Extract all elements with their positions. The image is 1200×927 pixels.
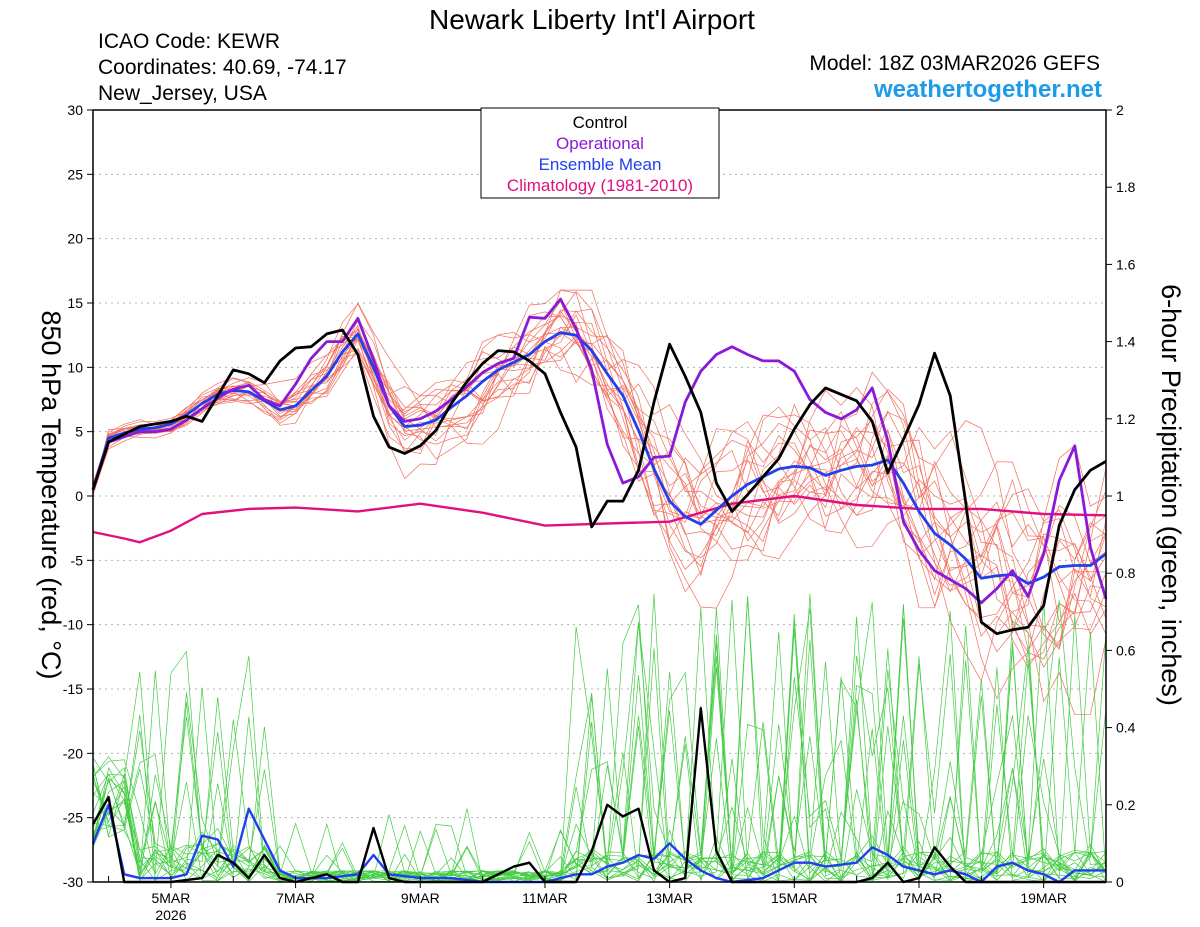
member-precip-line-18 [92,600,1107,882]
y2-tick-label-6: 0.8 [1116,565,1136,581]
y2-tick-label-0: 2 [1116,102,1124,118]
member-temp-line-15 [92,308,1107,683]
series-operational-temp [91,297,1108,605]
site-link[interactable]: weathertogether.net [873,76,1102,103]
x-tick-label-4: 13MAR [646,890,693,906]
series-climatology-temp [92,494,1107,544]
x-tick-label-2: 9MAR [401,890,440,906]
y2-tick-label-3: 1.4 [1116,334,1136,350]
member-temp-line-10 [92,289,1107,663]
y2-tick-label-1: 1.8 [1116,179,1136,195]
member-precip-line-4 [92,620,1107,883]
legend-item-climatology: Climatology (1981-2010) [507,176,693,195]
member-temp-line-18 [92,330,1107,637]
y-axis-title: 850 hPa Temperature (red, °C) [36,311,66,680]
y2-tick-label-5: 1 [1116,488,1124,504]
legend-item-ensemble-mean: Ensemble Mean [539,155,662,174]
member-precip-line-11 [92,593,1107,883]
member-precip-line-19 [92,716,1107,883]
member-temp-line-2 [92,314,1107,608]
y-tick-label-6: 0 [75,488,83,504]
icao-code: ICAO Code: KEWR [98,30,280,53]
y2-tick-label-9: 0.2 [1116,797,1136,813]
y2-tick-label-7: 0.6 [1116,642,1136,658]
member-temp-line-16 [92,314,1107,647]
member-precip-line-8 [92,614,1107,883]
member-precip-line-2 [92,607,1107,882]
y2-tick-label-2: 1.6 [1116,256,1136,272]
member-precip-line-16 [92,618,1107,882]
member-precip-line-13 [92,604,1107,883]
coordinates: Coordinates: 40.69, -74.17 [98,56,347,79]
x-tick-label-3: 11MAR [522,890,568,906]
member-precip-line-14 [92,641,1107,883]
y-tick-label-8: -10 [63,617,83,633]
member-temp-line-9 [92,290,1107,635]
x-tick-label-6: 17MAR [896,890,943,906]
y-tick-label-0: 30 [67,102,83,118]
y-tick-label-7: -5 [71,552,84,568]
y2-axis-title: 6-hour Precipitation (green, inches) [1156,284,1186,706]
y2-tick-label-10: 0 [1116,874,1124,890]
member-temp-line-0 [92,319,1107,660]
ensemble-members [92,289,1107,883]
y-tick-label-9: -15 [63,681,83,697]
series-mean-temp [91,331,1107,585]
member-precip-line-5 [92,604,1107,883]
y-tick-label-2: 20 [67,231,83,247]
member-precip-line-1 [92,593,1107,883]
y-tick-label-3: 15 [67,295,83,311]
y2-tick-label-8: 0.4 [1116,720,1136,736]
axes: 302520151050-5-10-15-20-25-3021.81.61.41… [63,102,1136,923]
member-precip-line-0 [92,615,1107,883]
legend: Control Operational Ensemble Mean Climat… [480,107,720,199]
grid-lines [93,173,1106,819]
member-temp-line-8 [92,325,1107,636]
model-run: Model: 18Z 03MAR2026 GEFS [809,52,1100,75]
y2-tick-label-4: 1.2 [1116,411,1136,427]
x-tick-label-0: 5MAR [151,890,190,906]
x-tick-label-1: 7MAR [276,890,315,906]
x-tick-label-7: 19MAR [1020,890,1067,906]
member-precip-line-7 [92,597,1107,883]
y-tick-label-1: 25 [67,166,83,182]
member-temp-line-6 [92,289,1107,716]
chart-title: Newark Liberty Int'l Airport [429,4,755,35]
member-temp-line-17 [92,300,1107,650]
y-tick-label-10: -20 [63,745,83,761]
member-temp-line-4 [92,311,1107,669]
member-precip-line-17 [92,600,1107,882]
member-temp-line-5 [92,333,1107,618]
region: New_Jersey, USA [98,82,267,105]
series-control-temp [91,328,1107,636]
legend-item-operational: Operational [556,134,644,153]
y-tick-label-11: -25 [63,810,83,826]
legend-item-control: Control [573,113,628,132]
member-temp-line-11 [92,303,1107,668]
x-tick-sublabel-0: 2026 [155,907,186,923]
y-tick-label-4: 10 [67,359,83,375]
y-tick-label-5: 5 [75,424,83,440]
x-tick-label-5: 15MAR [771,890,818,906]
member-precip-line-6 [92,596,1107,883]
member-precip-line-15 [92,599,1107,882]
member-precip-line-12 [92,607,1107,883]
member-temp-line-13 [92,315,1107,652]
y-tick-label-12: -30 [63,874,83,890]
